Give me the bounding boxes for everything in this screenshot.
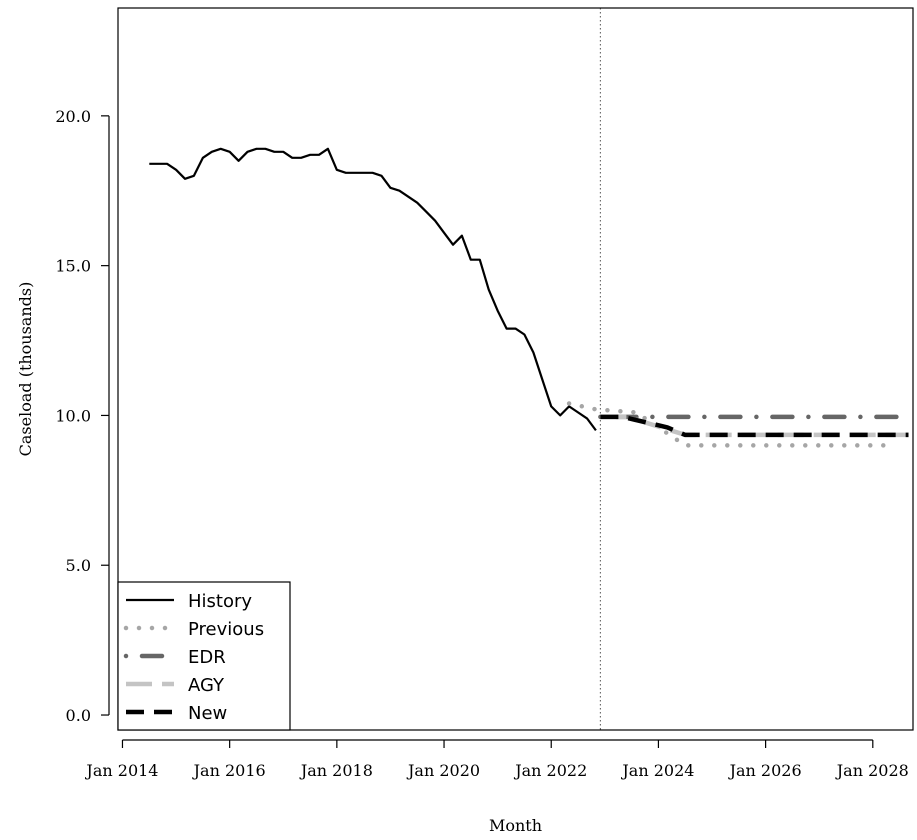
x-axis-title: Month (489, 816, 542, 835)
series-history-line (149, 147, 597, 432)
y-tick-label: 5.0 (66, 556, 91, 575)
plot-frame (117, 7, 914, 731)
x-tick-label: Jan 2020 (406, 761, 480, 780)
y-tick-label: 20.0 (55, 107, 91, 126)
legend-label-history: History (188, 591, 252, 612)
y-axis: 0.0 5.0 10.0 15.0 20.0 (55, 107, 110, 725)
y-axis-title: Caseload (thousands) (16, 282, 35, 457)
x-axis: Jan 2014 Jan 2016 Jan 2018 Jan 2020 Jan 2022… (84, 739, 909, 780)
y-tick-label: 15.0 (55, 257, 91, 276)
y-tick-label: 0.0 (66, 706, 91, 725)
legend-label-previous: Previous (188, 619, 264, 640)
x-tick-label: Jan 2024 (620, 761, 694, 780)
x-tick-label: Jan 2026 (728, 761, 802, 780)
y-tick-label: 10.0 (55, 406, 91, 425)
legend-label-edr: EDR (188, 647, 226, 668)
legend-label-agy: AGY (188, 675, 225, 696)
x-tick-label: Jan 2022 (513, 761, 587, 780)
legend: History Previous EDR AGY New (117, 581, 291, 731)
series-previous-line (566, 401, 889, 448)
x-tick-label: Jan 2016 (192, 761, 266, 780)
x-tick-label: Jan 2018 (299, 761, 373, 780)
series-agy-line (600, 414, 909, 438)
x-tick-label: Jan 2028 (835, 761, 909, 780)
legend-label-new: New (188, 703, 227, 724)
series-new-line (600, 414, 909, 438)
plot-marks (149, 8, 911, 730)
x-tick-label: Jan 2014 (84, 761, 158, 780)
